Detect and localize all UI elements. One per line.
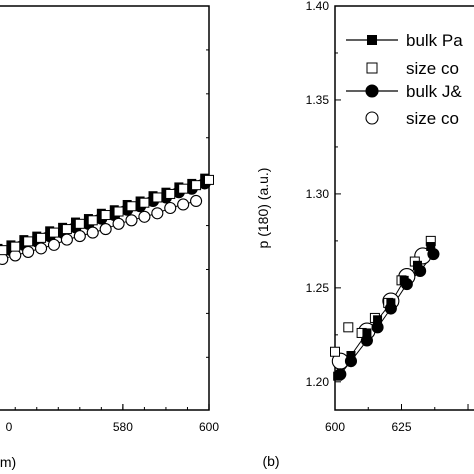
legend-label: bulk J& [406, 82, 462, 101]
panel-a: 0 580 600 m) [0, 5, 219, 470]
legend-label: size co [406, 59, 459, 78]
data-point [330, 346, 340, 357]
data-point [125, 214, 138, 227]
data-point [74, 218, 85, 229]
data-point [204, 174, 214, 185]
data-point [113, 206, 124, 217]
data-point [86, 226, 99, 239]
x-tick-label: 625 [391, 420, 411, 434]
data-point [384, 302, 397, 315]
y-axis-label: p (180) (a.u.) [255, 168, 271, 249]
data-point [427, 247, 440, 261]
x-tick-label: 600 [199, 420, 219, 434]
data-point [0, 245, 8, 256]
data-point [414, 264, 427, 277]
data-point [139, 197, 150, 208]
y-tick-label: 1.25 [306, 281, 330, 295]
data-point [23, 236, 34, 247]
x-tick-label: 580 [113, 420, 133, 434]
data-point [60, 233, 73, 246]
data-point [343, 322, 354, 333]
legend-marker [365, 84, 379, 98]
data-point [360, 334, 373, 347]
plot-frame [0, 5, 210, 411]
data-point [10, 241, 21, 252]
panel-label: (b) [262, 453, 279, 469]
x-tick-label: 600 [325, 420, 345, 434]
data-point [191, 180, 202, 191]
legend-label: size co [406, 109, 459, 128]
data-point [126, 201, 137, 212]
y-tick-label: 1.30 [306, 187, 330, 201]
x-axis-label: m) [0, 454, 16, 470]
data-point [164, 201, 177, 215]
data-point [61, 224, 72, 235]
data-point [73, 230, 86, 243]
panel-b: 1.20 1.25 1.30 1.35 1.40 600 625 (b) p (180) (a.… [255, 0, 474, 469]
data-point [177, 198, 190, 211]
data-point [178, 183, 189, 194]
data-point [373, 315, 383, 325]
data-point [334, 368, 347, 381]
data-point [47, 238, 61, 251]
data-point [151, 207, 164, 220]
data-point [99, 223, 112, 236]
data-point [100, 210, 111, 221]
y-tick-label: 1.40 [306, 0, 330, 13]
data-point [87, 215, 98, 226]
legend-marker [366, 62, 378, 74]
legend-label: bulk Pa [406, 31, 463, 50]
data-point [48, 227, 59, 238]
data-point [138, 210, 151, 223]
data-point [36, 232, 47, 243]
data-point [165, 188, 176, 199]
y-tick-label: 1.35 [306, 93, 330, 107]
data-point [35, 242, 48, 255]
legend-marker [367, 35, 377, 45]
data-point [190, 194, 203, 208]
data-point [400, 278, 413, 291]
data-point [22, 245, 35, 258]
plot-frame [334, 5, 474, 411]
data-point [152, 192, 163, 203]
y-tick-label: 1.20 [306, 375, 330, 389]
data-point [426, 242, 436, 252]
legend-marker [365, 111, 379, 125]
data-point [412, 260, 422, 270]
series-line [2, 200, 197, 260]
data-point [112, 217, 125, 230]
x-tick-label: 0 [6, 420, 13, 434]
data-point [344, 355, 358, 368]
data-point [371, 321, 384, 334]
data-point [362, 328, 372, 338]
